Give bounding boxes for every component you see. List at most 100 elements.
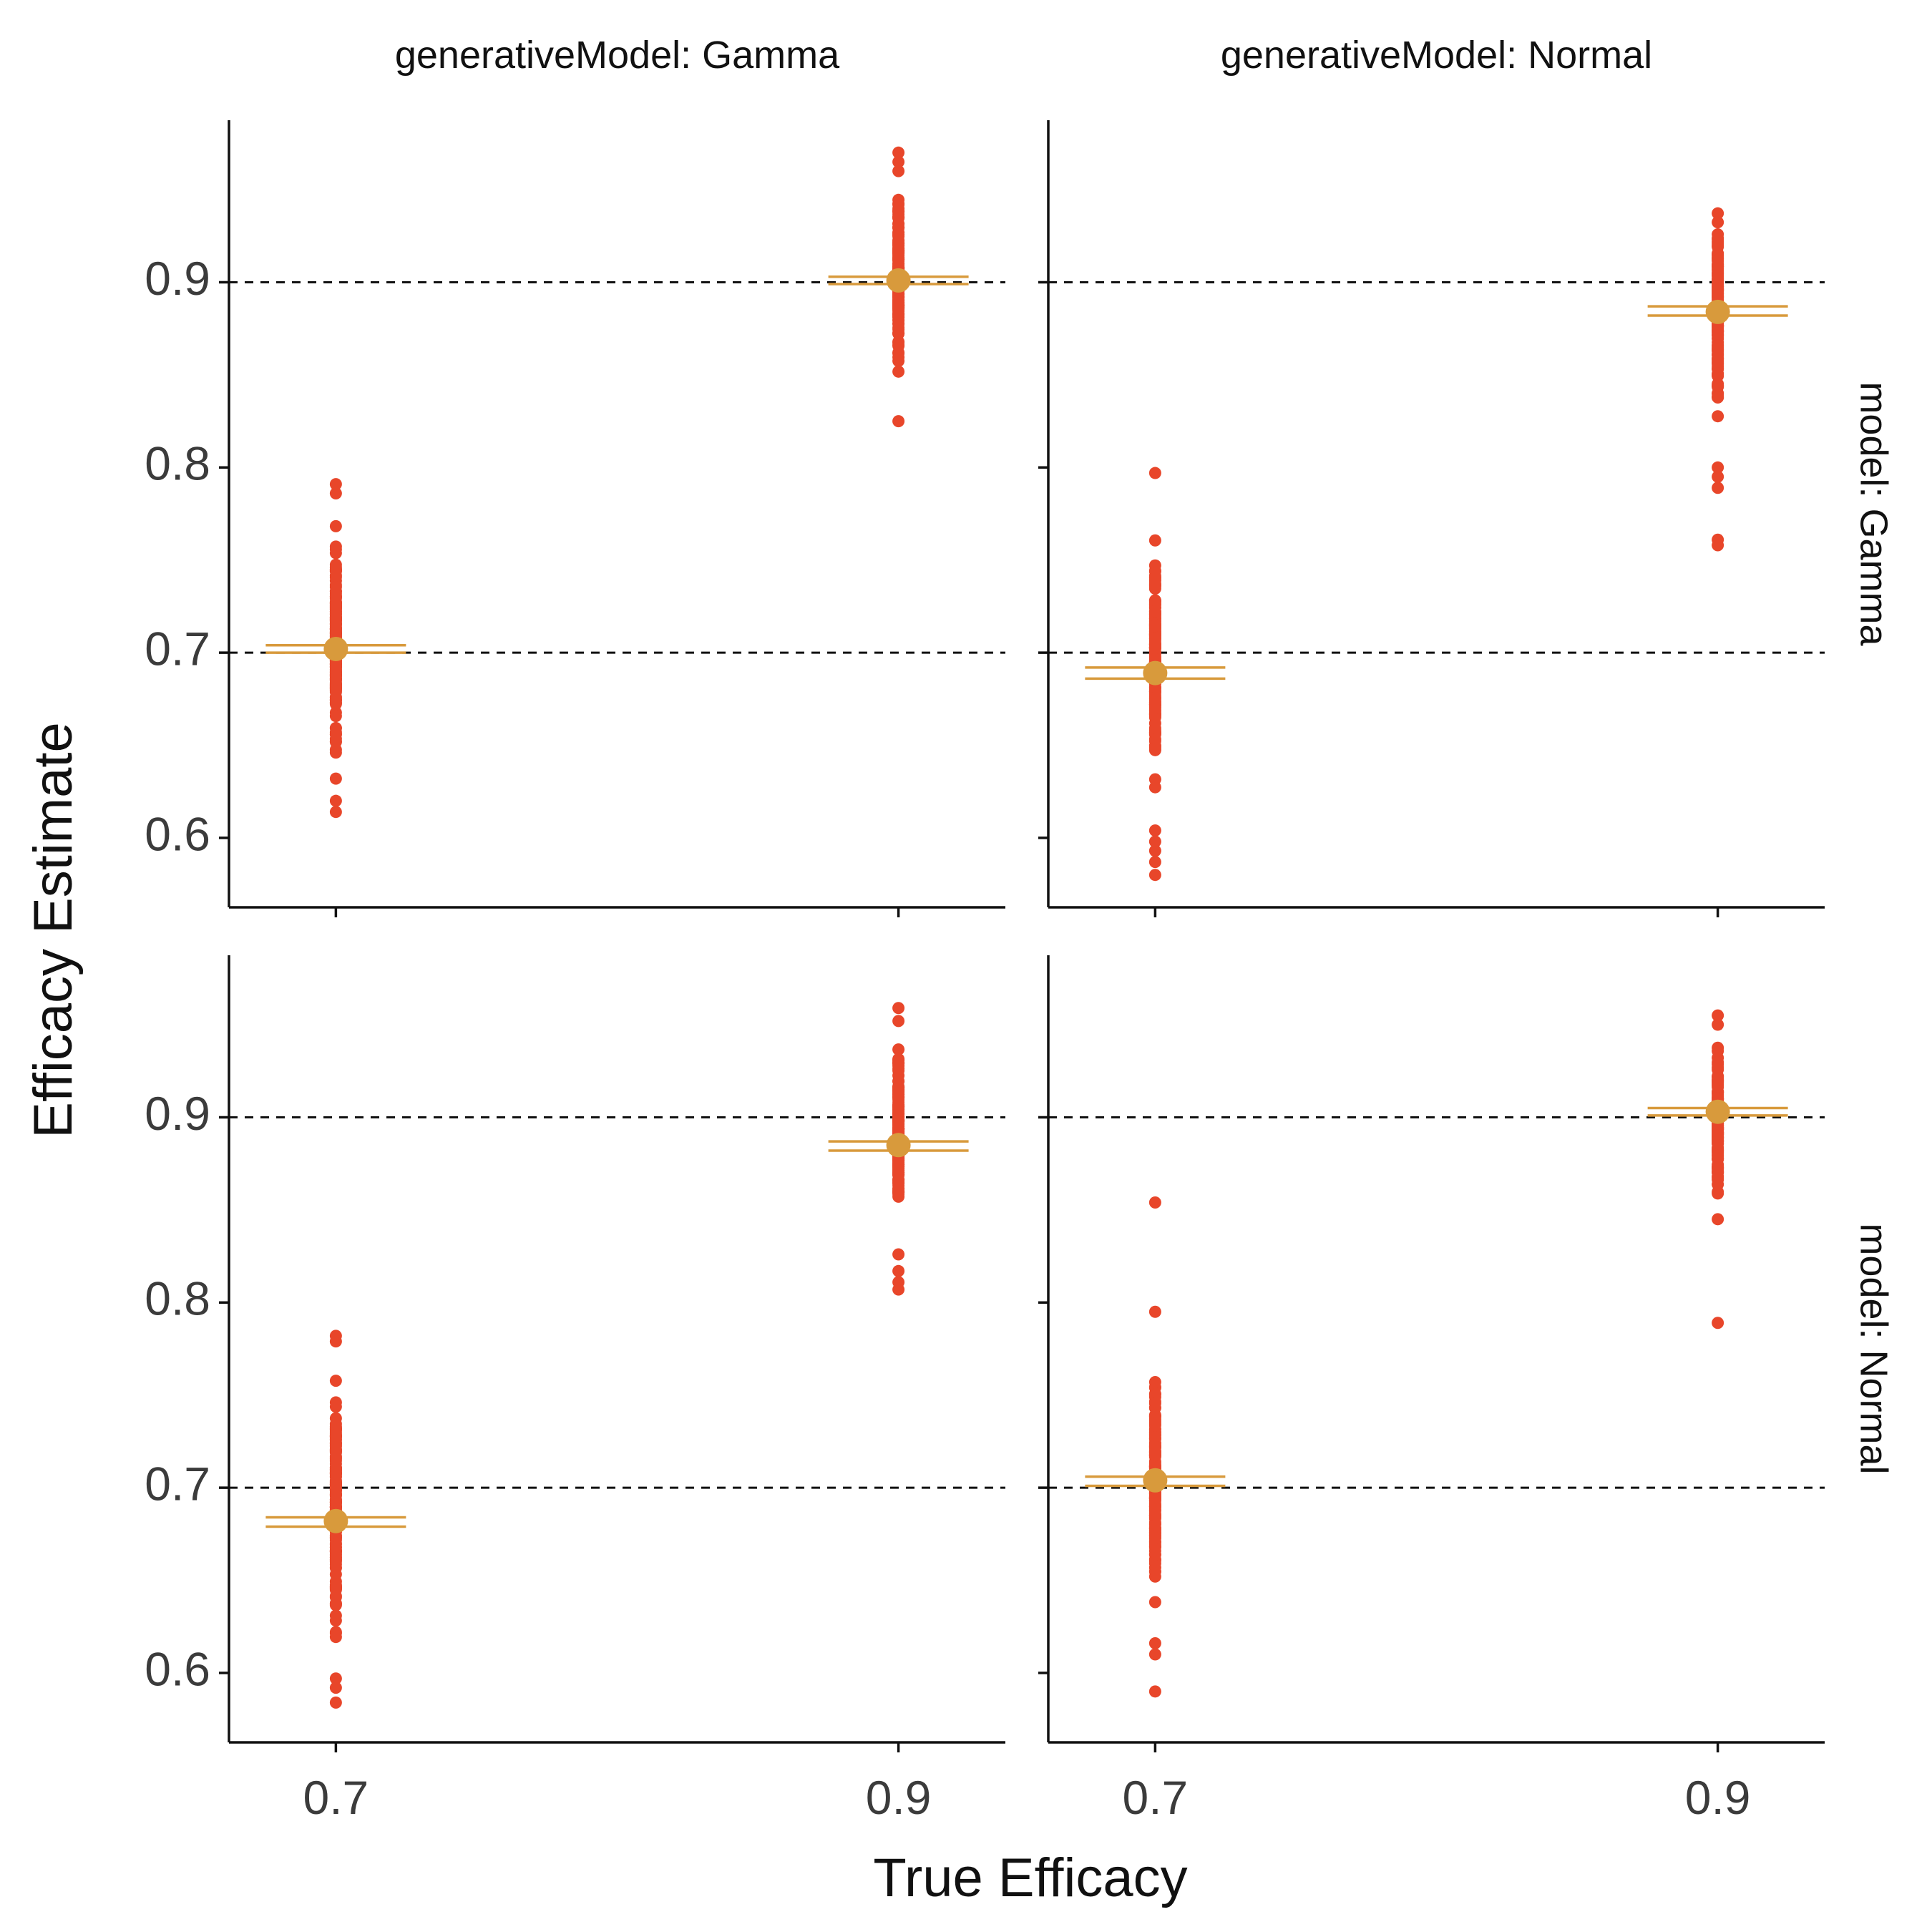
data-point	[1712, 207, 1724, 220]
x-tick-label: 0.9	[866, 1771, 932, 1824]
data-point	[329, 1672, 342, 1685]
data-point	[1148, 534, 1161, 547]
data-point	[1148, 1397, 1161, 1410]
data-point	[1712, 1055, 1724, 1068]
data-point	[1148, 632, 1161, 645]
facet-row-label: model: Normal	[1853, 1223, 1896, 1474]
data-point	[892, 1119, 905, 1132]
data-point	[1712, 1186, 1724, 1199]
data-point	[329, 673, 342, 686]
data-point	[329, 1493, 342, 1506]
y-axis-title: Efficacy Estimate	[23, 722, 84, 1138]
y-tick-label: 0.6	[145, 1642, 210, 1695]
data-point	[1712, 391, 1724, 404]
data-point	[329, 1330, 342, 1342]
data-point	[1712, 1317, 1724, 1330]
facet-row-label: model: Gamma	[1853, 381, 1896, 646]
mean-point	[323, 636, 348, 661]
data-point	[1712, 482, 1724, 494]
data-point	[329, 561, 342, 574]
data-point	[329, 660, 342, 673]
data-point	[1148, 1419, 1161, 1432]
mean-point	[886, 268, 911, 293]
data-point	[1148, 844, 1161, 857]
mean-point	[1143, 1468, 1168, 1493]
data-point	[1148, 1648, 1161, 1661]
data-point	[329, 1439, 342, 1452]
data-point	[892, 1264, 905, 1277]
data-point	[892, 1084, 905, 1097]
data-point	[1148, 1532, 1161, 1545]
data-point	[1712, 260, 1724, 273]
data-point	[329, 607, 342, 620]
data-point	[1148, 1196, 1161, 1209]
y-tick-label: 0.8	[145, 437, 210, 490]
data-point	[1712, 216, 1724, 229]
data-point	[329, 1375, 342, 1387]
data-point	[1712, 355, 1724, 368]
y-tick-label: 0.6	[145, 807, 210, 860]
data-point	[1712, 238, 1724, 250]
data-point	[892, 204, 905, 217]
data-point	[1148, 773, 1161, 786]
data-point	[329, 1453, 342, 1465]
y-tick-label: 0.9	[145, 1087, 210, 1140]
data-point	[892, 1111, 905, 1123]
data-point	[1148, 1508, 1161, 1521]
data-point	[329, 794, 342, 807]
data-point	[892, 228, 905, 241]
data-point	[892, 1276, 905, 1289]
data-point	[1712, 1213, 1724, 1226]
data-point	[1148, 696, 1161, 708]
data-point	[1148, 594, 1161, 607]
data-point	[1148, 467, 1161, 479]
y-tick-label: 0.7	[145, 623, 210, 675]
y-tick-label: 0.8	[145, 1272, 210, 1325]
data-point	[329, 1553, 342, 1566]
data-point	[1712, 1137, 1724, 1150]
data-point	[1148, 559, 1161, 572]
data-point	[892, 1248, 905, 1261]
facet-column-label: generativeModel: Normal	[1221, 34, 1652, 77]
data-point	[329, 478, 342, 491]
data-point	[1148, 722, 1161, 735]
data-point	[892, 1101, 905, 1113]
data-point	[1148, 605, 1161, 618]
x-tick-label: 0.7	[303, 1771, 369, 1824]
data-point	[1712, 410, 1724, 423]
data-point	[1148, 824, 1161, 837]
data-point	[1148, 1388, 1161, 1401]
data-point	[1712, 461, 1724, 474]
data-point	[329, 1696, 342, 1709]
data-point	[1712, 1128, 1724, 1141]
data-point	[1148, 620, 1161, 633]
data-point	[329, 1575, 342, 1588]
data-point	[1148, 1410, 1161, 1423]
x-axis-title: True Efficacy	[873, 1848, 1187, 1908]
data-point	[1712, 1149, 1724, 1162]
data-point	[892, 1015, 905, 1028]
data-point	[1712, 1045, 1724, 1058]
data-point	[1148, 856, 1161, 869]
data-point	[329, 590, 342, 602]
data-point	[329, 1400, 342, 1413]
data-point	[1712, 1074, 1724, 1087]
data-point	[1148, 1376, 1161, 1389]
data-point	[329, 547, 342, 560]
data-point	[892, 1054, 905, 1067]
x-tick-label: 0.9	[1685, 1771, 1751, 1824]
mean-point	[1705, 1099, 1730, 1124]
data-point	[1148, 1431, 1161, 1444]
data-point	[1712, 1162, 1724, 1175]
data-point	[1712, 470, 1724, 483]
data-point	[1148, 1685, 1161, 1698]
data-point	[1148, 641, 1161, 654]
data-point	[329, 1682, 342, 1694]
data-point	[329, 684, 342, 697]
data-point	[892, 300, 905, 313]
data-point	[329, 519, 342, 532]
data-point	[1148, 1637, 1161, 1650]
data-point	[892, 347, 905, 360]
data-point	[1148, 571, 1161, 584]
